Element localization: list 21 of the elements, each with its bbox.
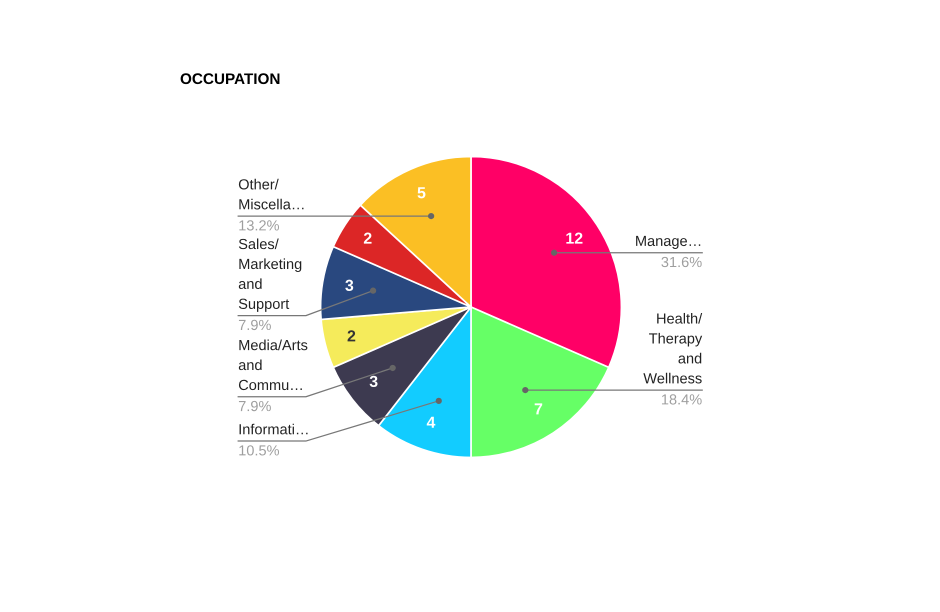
text: 31.6% bbox=[661, 256, 702, 268]
text: 18.4% bbox=[662, 394, 702, 405]
data-label: 12 bbox=[566, 232, 582, 244]
text: 7.9% bbox=[238, 400, 271, 412]
chart-title: OCCUPATION bbox=[180, 73, 280, 84]
slice-label: Media/Arts and Commu… bbox=[238, 340, 308, 390]
data-label: 7 bbox=[534, 403, 542, 414]
text: 13.2% bbox=[239, 220, 280, 231]
data-label: 3 bbox=[345, 280, 354, 292]
slice-label: Informati… bbox=[240, 424, 308, 434]
data-label: 3 bbox=[370, 376, 378, 388]
text: 7.9% bbox=[238, 320, 271, 330]
slice-label: Other/ Miscella… bbox=[238, 178, 304, 210]
slice-label: Health/ Therapy and Wellness bbox=[643, 312, 702, 384]
data-label: 4 bbox=[426, 416, 436, 428]
data-label: 2 bbox=[348, 330, 356, 342]
text: 10.5% bbox=[239, 445, 280, 456]
data-label: 2 bbox=[364, 232, 372, 244]
data-label: 5 bbox=[418, 187, 426, 198]
slice-label: Manage… bbox=[636, 236, 700, 249]
slice-label: Sales/ Marketing and Support bbox=[238, 238, 302, 312]
